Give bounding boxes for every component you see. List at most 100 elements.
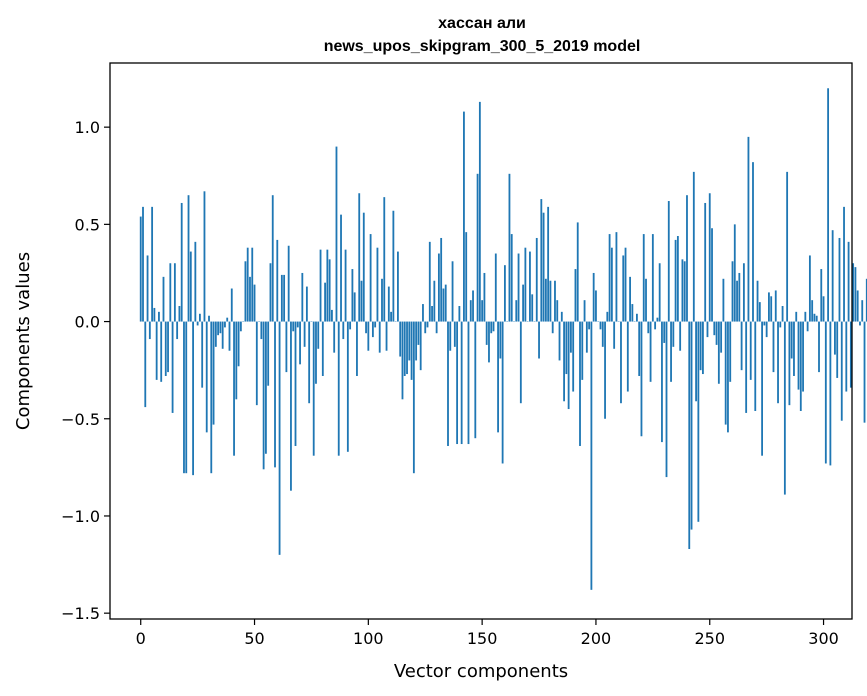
- bar-261: [733, 224, 736, 322]
- bar-series: [139, 88, 867, 590]
- bar-250: [708, 193, 711, 322]
- bar-211: [620, 321, 622, 404]
- bar-208: [613, 321, 616, 349]
- bar-297: [815, 315, 818, 322]
- bar-35: [219, 321, 222, 334]
- bar-22: [189, 251, 192, 322]
- bar-226: [654, 321, 657, 330]
- bar-69: [296, 321, 299, 328]
- bar-118: [408, 321, 411, 361]
- bar-242: [690, 321, 693, 530]
- bar-314: [854, 267, 857, 322]
- bar-36: [221, 321, 224, 349]
- bar-56: [267, 321, 270, 386]
- bar-150: [481, 300, 484, 322]
- bar-204: [604, 321, 606, 419]
- bar-188: [567, 321, 570, 410]
- bar-307: [838, 237, 841, 322]
- bar-94: [353, 292, 356, 322]
- bar-181: [551, 321, 554, 334]
- bar-287: [793, 321, 795, 376]
- bar-214: [626, 321, 629, 392]
- bar-3: [146, 255, 149, 322]
- bar-151: [483, 272, 486, 322]
- bar-128: [431, 306, 433, 322]
- bar-73: [305, 286, 308, 322]
- bar-269: [752, 162, 754, 322]
- bar-281: [779, 321, 782, 328]
- bar-247: [702, 321, 704, 375]
- bar-42: [235, 321, 238, 400]
- bar-215: [629, 276, 631, 322]
- bar-48: [249, 276, 251, 322]
- bar-190: [572, 321, 575, 392]
- bar-82: [326, 249, 329, 322]
- bar-174: [535, 237, 538, 322]
- bar-202: [599, 321, 602, 330]
- bar-183: [556, 300, 559, 322]
- bar-14: [171, 321, 174, 413]
- bar-263: [738, 272, 741, 322]
- bar-195: [583, 300, 586, 322]
- bar-58: [271, 195, 274, 322]
- bar-156: [494, 253, 497, 322]
- bar-318: [863, 321, 866, 423]
- bar-97: [360, 280, 363, 322]
- bar-295: [811, 300, 814, 322]
- bar-105: [378, 321, 381, 353]
- bar-8: [158, 311, 160, 322]
- bar-199: [592, 272, 595, 322]
- bar-21: [187, 195, 190, 322]
- bar-87: [337, 321, 340, 456]
- bar-166: [517, 253, 520, 322]
- bar-270: [754, 321, 757, 411]
- bar-197: [588, 321, 591, 330]
- bar-272: [758, 302, 761, 322]
- bar-291: [802, 321, 804, 392]
- bar-113: [397, 251, 399, 322]
- bar-276: [768, 292, 770, 322]
- bar-1: [142, 206, 144, 322]
- bar-246: [699, 321, 702, 371]
- bar-313: [852, 263, 855, 322]
- bar-238: [681, 259, 684, 322]
- bar-64: [285, 321, 288, 373]
- bar-123: [419, 321, 422, 371]
- bar-268: [749, 321, 752, 380]
- bar-44: [239, 321, 242, 332]
- bar-60: [276, 239, 279, 322]
- bar-67: [292, 321, 295, 332]
- bar-95: [356, 321, 358, 376]
- bar-85: [333, 321, 336, 353]
- bar-17: [178, 306, 181, 322]
- bar-185: [560, 311, 563, 322]
- x-tick-label: 250: [694, 629, 725, 648]
- bar-219: [638, 321, 641, 376]
- bar-230: [663, 321, 666, 343]
- bar-86: [335, 146, 338, 322]
- x-tick-label: 200: [581, 629, 612, 648]
- bar-266: [745, 321, 748, 413]
- bar-149: [478, 101, 481, 322]
- x-tick-label: 300: [808, 629, 839, 648]
- bar-179: [547, 206, 550, 322]
- bar-304: [831, 230, 834, 322]
- chart-title: хассан али: [438, 15, 526, 32]
- bar-223: [647, 321, 650, 334]
- bar-18: [180, 202, 183, 322]
- bar-32: [212, 321, 215, 425]
- bar-139: [456, 321, 459, 445]
- bar-212: [622, 255, 625, 322]
- bar-78: [317, 321, 320, 349]
- bar-267: [747, 136, 750, 322]
- bar-203: [601, 321, 604, 347]
- bar-277: [770, 296, 773, 322]
- bar-289: [797, 321, 800, 390]
- bar-84: [331, 309, 333, 322]
- bar-9: [160, 321, 163, 382]
- bar-178: [544, 278, 547, 322]
- bar-43: [237, 321, 240, 367]
- bar-309: [843, 206, 845, 322]
- bar-231: [665, 321, 668, 478]
- bar-296: [813, 313, 816, 322]
